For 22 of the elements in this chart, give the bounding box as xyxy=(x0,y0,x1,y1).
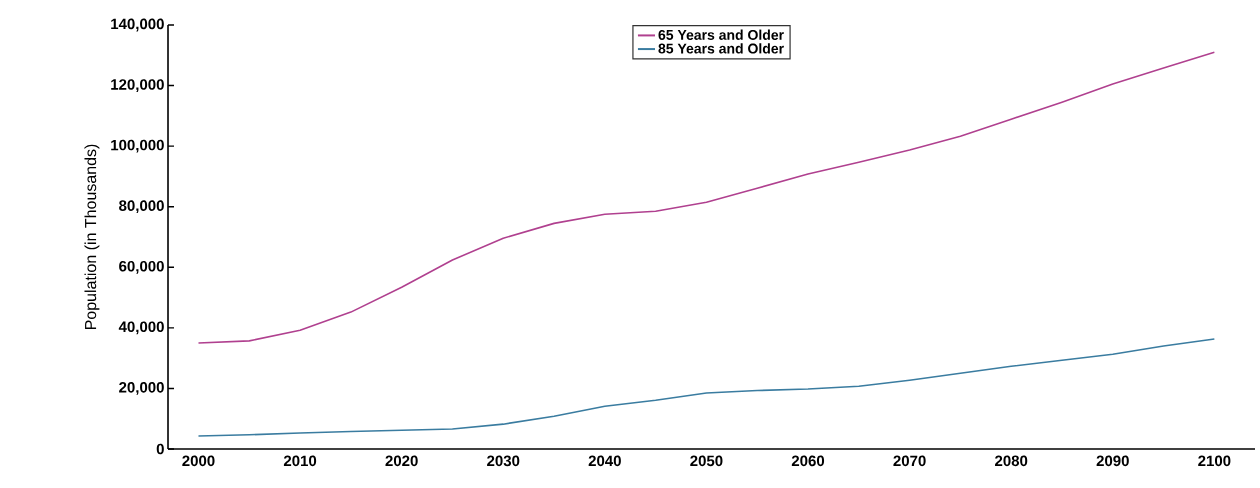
y-tick-label: 100,000 xyxy=(111,139,164,153)
x-tick-label: 2060 xyxy=(791,455,825,467)
y-tick-label: 120,000 xyxy=(111,79,164,92)
x-tick-label: 2050 xyxy=(690,455,723,467)
x-tick-label: 2090 xyxy=(1096,455,1129,467)
x-tick-label: 2040 xyxy=(588,455,621,467)
x-tick-label: 2100 xyxy=(1198,455,1231,467)
y-tick-label: 80,000 xyxy=(119,200,164,214)
y-tick-label: 0 xyxy=(156,443,164,455)
x-tick-label: 2020 xyxy=(385,455,418,467)
legend-label: 85 Years and Older xyxy=(658,43,784,54)
x-tick-label: 2030 xyxy=(487,455,520,467)
y-axis-title: Population (in Thousands) xyxy=(84,144,100,330)
y-tick-label: 60,000 xyxy=(119,260,164,274)
y-tick-label: 140,000 xyxy=(111,18,164,32)
x-tick-label: 2070 xyxy=(893,455,926,467)
x-tick-label: 2010 xyxy=(283,455,317,467)
x-tick-label: 2080 xyxy=(995,455,1028,467)
x-tick-label: 2000 xyxy=(182,455,215,467)
legend-label: 65 Years and Older xyxy=(658,29,784,40)
y-tick-label: 20,000 xyxy=(119,382,164,395)
y-tick-label: 40,000 xyxy=(118,321,164,335)
